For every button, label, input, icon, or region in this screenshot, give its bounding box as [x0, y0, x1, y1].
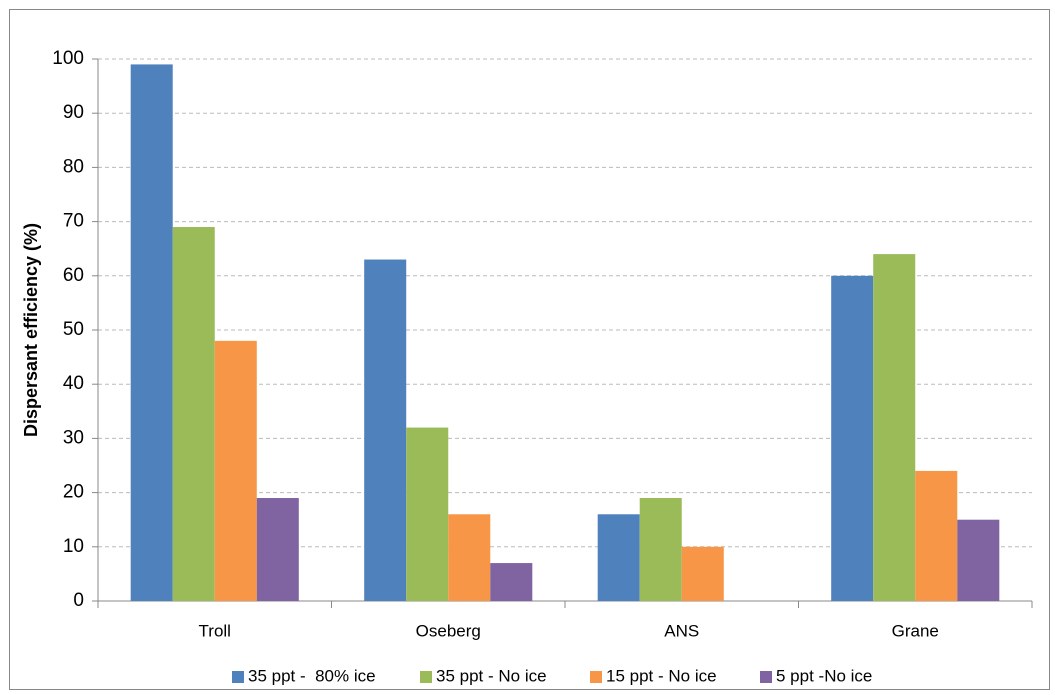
y-tick-label: 60	[63, 265, 84, 286]
legend-swatch	[760, 671, 772, 683]
y-tick-label: 80	[63, 156, 84, 177]
bar	[448, 514, 491, 601]
x-tick-label: Grane	[892, 621, 939, 640]
bar	[681, 546, 724, 601]
legend-label: 15 ppt - No ice	[606, 666, 717, 685]
legend-label: 35 ppt - 80% ice	[248, 666, 376, 685]
bar	[639, 498, 682, 601]
y-tick-label: 0	[73, 590, 84, 611]
legend-label: 35 ppt - No ice	[436, 666, 547, 685]
y-tick-label: 70	[63, 211, 84, 232]
bar	[256, 498, 299, 601]
legend-label: 5 ppt -No ice	[776, 666, 872, 685]
x-tick-label: ANS	[664, 621, 699, 640]
y-tick-label: 10	[63, 536, 84, 557]
bar	[172, 227, 215, 601]
bar	[873, 254, 916, 601]
y-tick-label: 90	[63, 102, 84, 123]
y-tick-label: 30	[63, 427, 84, 448]
bar	[364, 259, 407, 601]
bar	[130, 64, 173, 602]
y-tick-label: 100	[52, 48, 84, 69]
x-tick-label: Oseberg	[416, 621, 481, 640]
legend-swatch	[232, 671, 244, 683]
legend-swatch	[590, 671, 602, 683]
bar	[214, 340, 257, 601]
y-tick-label: 40	[63, 373, 84, 394]
bar	[915, 470, 958, 601]
bar	[490, 563, 533, 601]
bar	[831, 275, 874, 601]
bar	[406, 427, 449, 601]
y-axis-label: Dispersant efficiency (%)	[21, 223, 41, 437]
x-tick-label: Troll	[199, 621, 231, 640]
bar	[597, 514, 640, 601]
y-tick-label: 20	[63, 482, 84, 503]
legend-swatch	[420, 671, 432, 683]
y-tick-label: 50	[63, 319, 84, 340]
bar	[957, 519, 1000, 601]
